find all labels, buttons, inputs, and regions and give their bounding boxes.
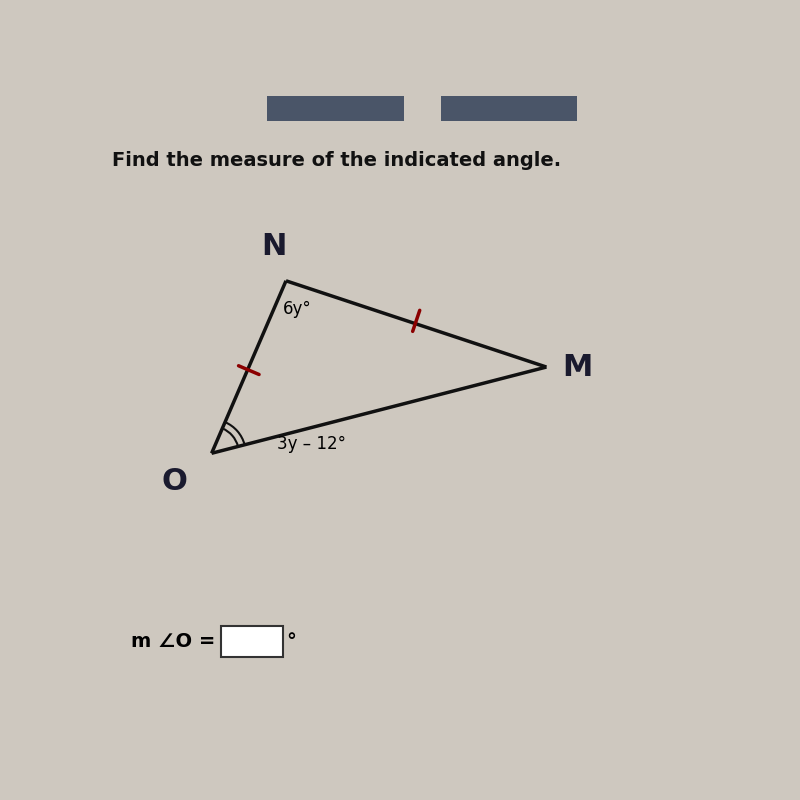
Bar xyxy=(441,96,578,121)
Text: M: M xyxy=(562,353,593,382)
Text: °: ° xyxy=(286,632,296,650)
Text: 3y – 12°: 3y – 12° xyxy=(277,435,346,453)
Text: N: N xyxy=(261,233,286,262)
Text: Find the measure of the indicated angle.: Find the measure of the indicated angle. xyxy=(112,151,562,170)
Text: m ∠O =: m ∠O = xyxy=(131,632,215,650)
Text: O: O xyxy=(162,466,187,495)
Bar xyxy=(267,96,404,121)
Text: 6y°: 6y° xyxy=(283,299,312,318)
FancyBboxPatch shape xyxy=(221,626,283,657)
